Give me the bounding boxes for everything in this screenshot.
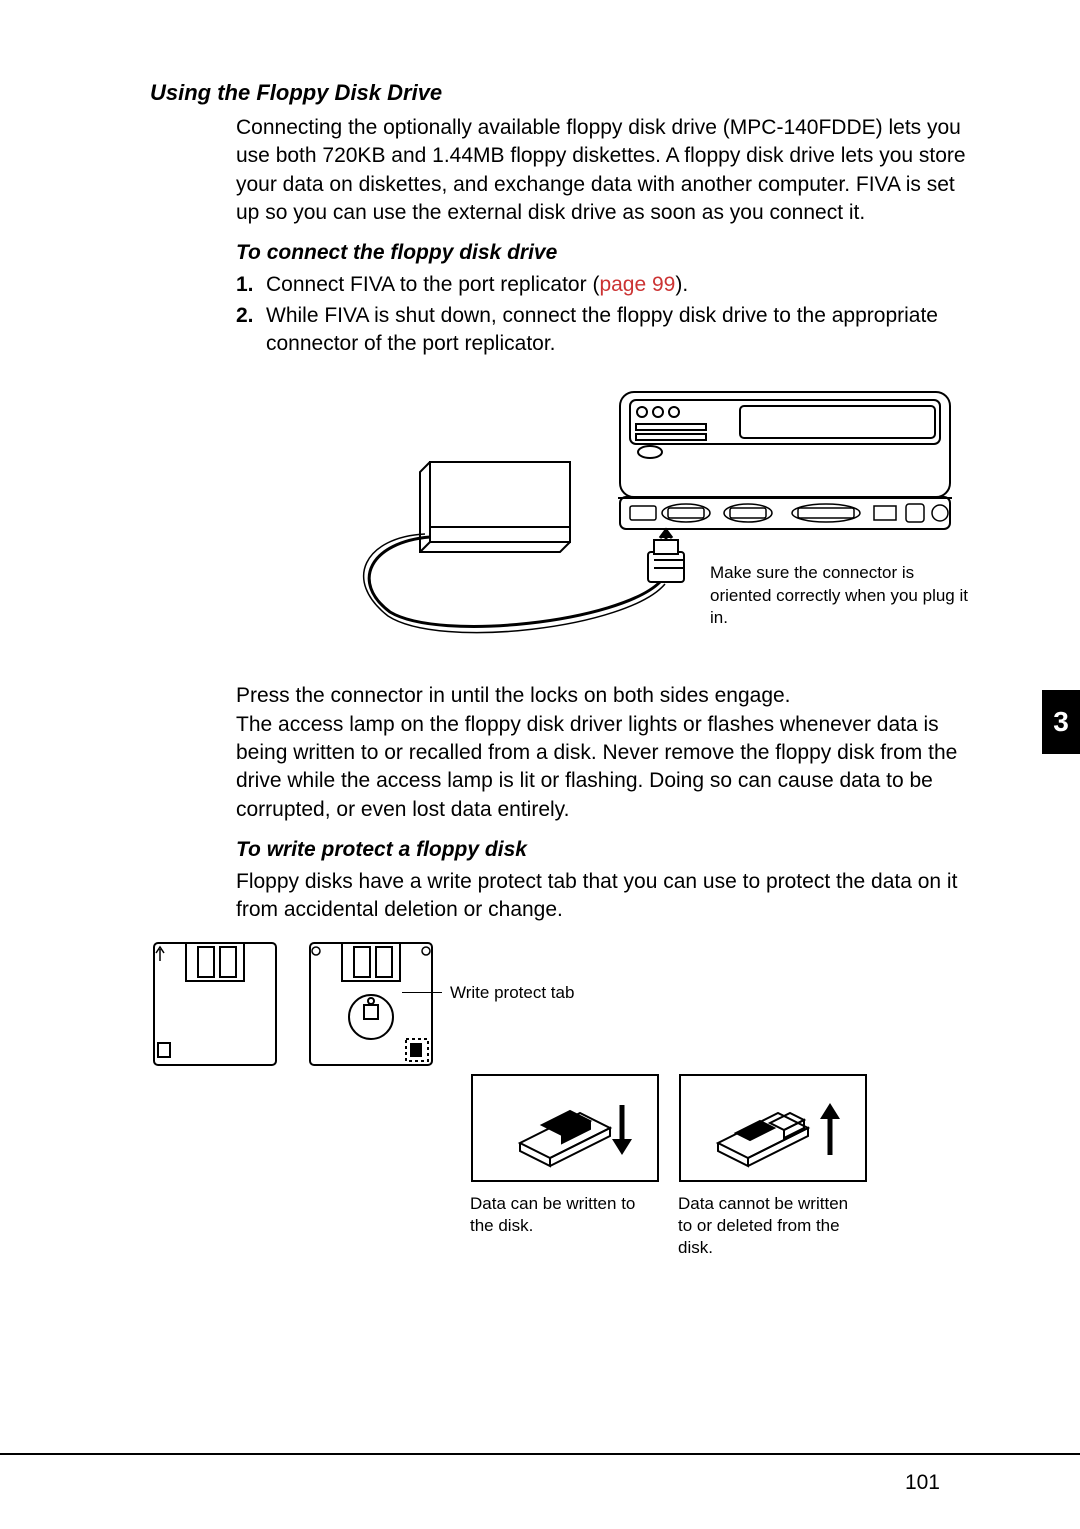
step-2-text: While FIVA is shut down, connect the flo… [266,304,938,355]
step-number: 2. [236,302,254,330]
footer-rule [0,1453,1080,1455]
state-protected-caption: Data cannot be written to or deleted fro… [678,1193,858,1259]
write-protect-heading: To write protect a floppy disk [236,838,970,862]
step-number: 1. [236,271,254,299]
floppy-back-icon [306,939,436,1069]
state-writable-caption: Data can be written to the disk. [470,1193,650,1237]
figure-floppy-disks: Write protect tab [150,939,970,1069]
write-protect-tab-label: Write protect tab [450,983,574,1003]
floppy-front-icon [150,939,280,1069]
step-1-prefix: Connect FIVA to the port replicator ( [266,273,599,296]
write-protect-paragraph: Floppy disks have a write protect tab th… [236,868,970,925]
step-1: 1. Connect FIVA to the port replicator (… [236,271,970,299]
figure-write-protect-states: Data can be written to the disk. [470,1073,970,1259]
page-number: 101 [905,1471,940,1495]
state-writable: Data can be written to the disk. [470,1073,660,1259]
page-reference-link[interactable]: page 99 [599,273,675,296]
press-paragraph: Press the connector in until the locks o… [236,682,970,824]
figure-1-caption: Make sure the connector is oriented corr… [710,562,980,628]
step-2: 2. While FIVA is shut down, connect the … [236,302,970,359]
state-protected: Data cannot be written to or deleted fro… [678,1073,868,1259]
figure-floppy-connection: Make sure the connector is oriented corr… [270,382,970,652]
chapter-tab: 3 [1042,690,1080,754]
step-1-suffix: ). [675,273,688,296]
connect-heading: To connect the floppy disk drive [236,241,970,265]
section-heading: Using the Floppy Disk Drive [150,80,970,106]
intro-paragraph: Connecting the optionally available flop… [236,114,970,227]
